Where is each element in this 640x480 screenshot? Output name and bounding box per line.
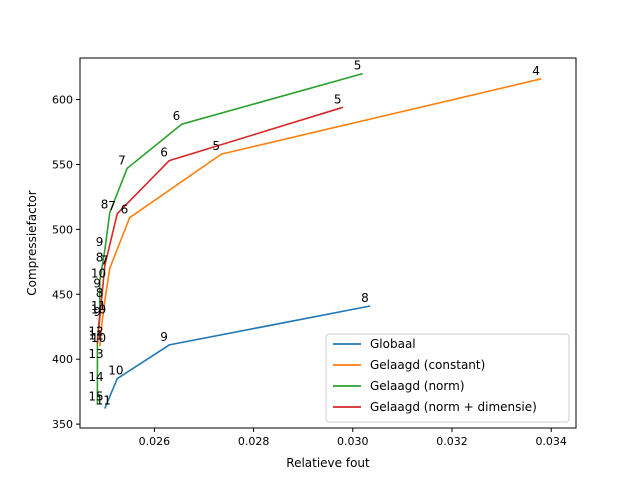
point-label: 15	[88, 390, 103, 404]
x-tick-label: 0.030	[337, 435, 369, 448]
legend: Globaal Gelaagd (constant) Gelaagd (norm) G…	[325, 333, 570, 423]
legend-box	[325, 333, 570, 423]
point-label: 8	[361, 291, 369, 305]
x-axis-ticks: 0.026 0.028 0.030 0.032 0.034	[139, 428, 567, 448]
plot-frame	[79, 57, 577, 429]
point-label: 7	[118, 153, 126, 167]
legend-label: Gelaagd (constant)	[370, 358, 485, 372]
series-line	[96, 72, 363, 405]
point-label: 10	[91, 331, 106, 345]
point-label: 12	[88, 325, 103, 339]
point-label: 9	[96, 235, 104, 249]
point-label: 8	[101, 197, 109, 211]
point-label: 9	[160, 330, 168, 344]
y-tick-label: 350	[52, 418, 73, 431]
point-label: 10	[108, 364, 123, 378]
point-label: 4	[532, 64, 540, 78]
point-label: 11	[91, 299, 106, 313]
y-tick-label: 400	[52, 353, 73, 366]
series-line	[104, 305, 371, 409]
point-label: 9	[93, 305, 101, 319]
x-tick-label: 0.028	[238, 435, 270, 448]
x-axis-label: Relatieve fout	[286, 456, 370, 470]
y-tick-label: 550	[52, 158, 73, 171]
point-label: 10	[91, 266, 106, 280]
y-tick-label: 600	[52, 94, 73, 107]
x-tick-label: 0.032	[436, 435, 468, 448]
point-label: 6	[173, 109, 181, 123]
point-label: 8	[96, 286, 104, 300]
y-axis-label: Compressiefactor	[25, 190, 39, 296]
series-line	[96, 106, 344, 344]
point-label: 11	[96, 394, 111, 408]
point-label: 8	[96, 251, 104, 265]
legend-label: Gelaagd (norm + dimensie)	[370, 400, 537, 414]
series-layer	[96, 72, 542, 409]
legend-label: Globaal	[370, 337, 416, 351]
point-label: 10	[91, 303, 106, 317]
point-label: 5	[334, 92, 342, 106]
point-label: 6	[121, 203, 129, 217]
series-line	[99, 78, 542, 347]
y-tick-label: 500	[52, 223, 73, 236]
x-tick-label: 0.034	[535, 435, 567, 448]
legend-label: Gelaagd (norm)	[370, 379, 465, 393]
point-label: 13	[88, 347, 103, 361]
point-label: 14	[88, 370, 103, 384]
point-label: 9	[93, 277, 101, 291]
point-label: 7	[101, 253, 109, 267]
legend-entries: Globaal Gelaagd (constant) Gelaagd (norm) G…	[333, 337, 537, 414]
point-label: 6	[160, 146, 168, 160]
y-axis-ticks: 350 400 450 500 550 600	[52, 94, 80, 431]
y-tick-label: 450	[52, 288, 73, 301]
point-label: 5	[354, 59, 362, 73]
point-label: 5	[212, 139, 220, 153]
point-label: 7	[108, 199, 116, 213]
point-label: 11	[88, 329, 103, 343]
x-tick-label: 0.026	[139, 435, 171, 448]
